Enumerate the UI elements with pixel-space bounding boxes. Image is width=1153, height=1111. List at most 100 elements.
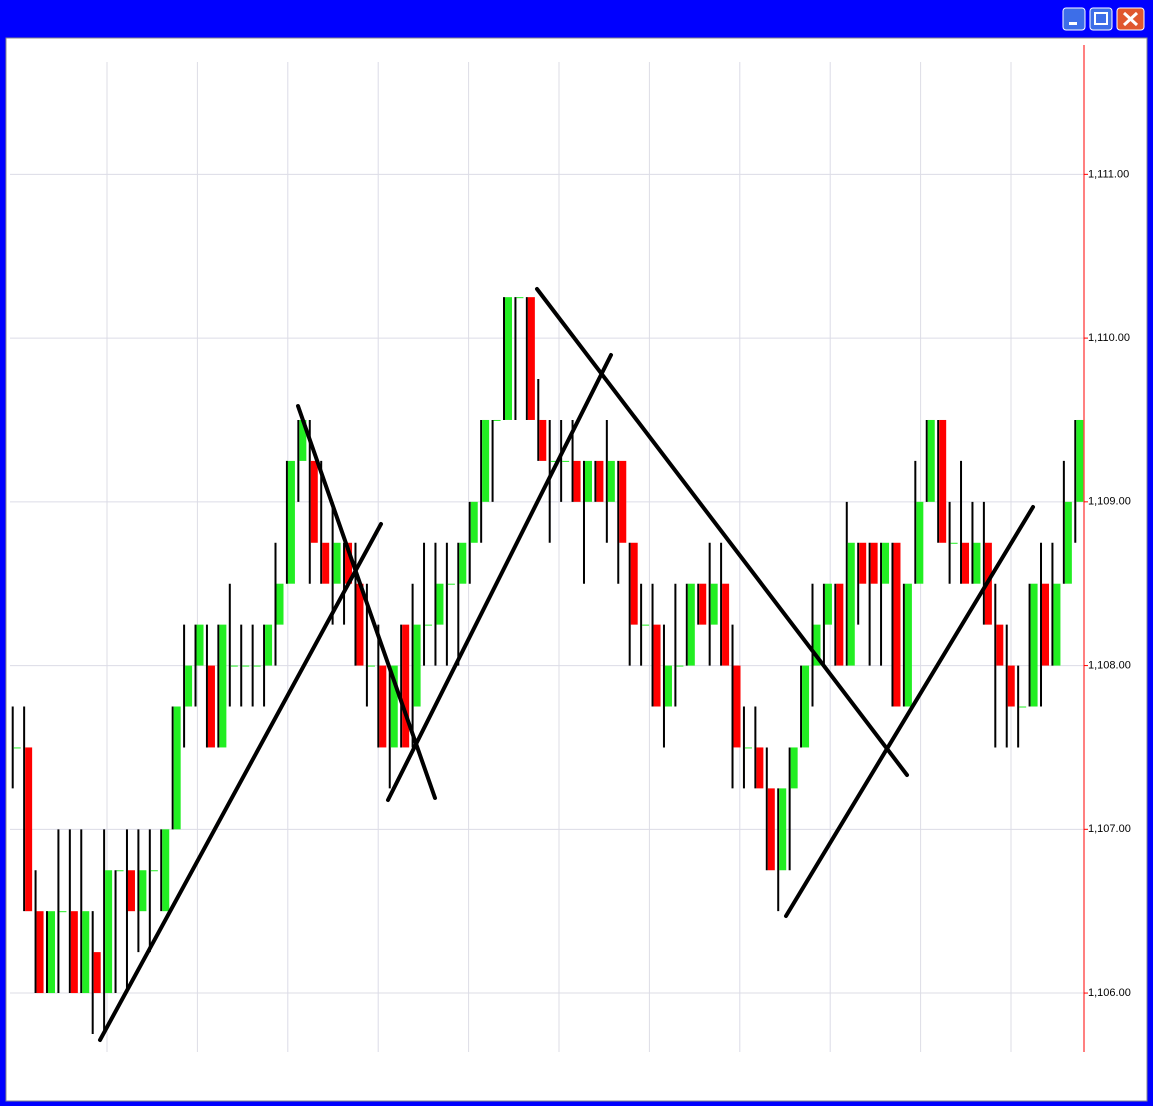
candles xyxy=(11,297,1084,1034)
candle-body xyxy=(527,297,535,420)
candle-body xyxy=(207,665,215,748)
candle-body xyxy=(847,542,855,666)
candle-body xyxy=(596,460,604,502)
candle-body xyxy=(699,583,707,625)
candle-body xyxy=(322,542,330,584)
candle-body xyxy=(413,624,421,707)
candle-body xyxy=(744,747,752,749)
trend-lines xyxy=(98,287,1035,1042)
candle-body xyxy=(733,665,741,748)
y-tick-label: 1,110.00 xyxy=(1088,332,1130,344)
candle-body xyxy=(630,542,638,625)
trend-line xyxy=(296,404,437,800)
maximize-button[interactable] xyxy=(1089,7,1113,31)
candle-body xyxy=(664,665,672,707)
candle-body xyxy=(196,624,204,666)
candle-body xyxy=(767,788,775,871)
candle-body xyxy=(367,665,375,667)
candle-body xyxy=(973,542,981,584)
candle-body xyxy=(1064,501,1072,584)
candle-body xyxy=(813,624,821,666)
candle-body xyxy=(836,583,844,666)
candle-body xyxy=(333,542,341,584)
candle-body xyxy=(59,911,67,913)
candle-body xyxy=(345,542,353,584)
candle-body xyxy=(185,665,193,707)
chart-panel xyxy=(5,37,1148,1102)
candle-body xyxy=(824,583,832,625)
candle-body xyxy=(425,624,433,626)
maximize-icon xyxy=(1094,12,1108,25)
candle-body xyxy=(859,542,867,584)
candle-body xyxy=(562,460,570,462)
candle-body xyxy=(1019,706,1027,708)
candle-body xyxy=(676,665,684,667)
candle-body xyxy=(276,583,284,625)
candle-body xyxy=(436,583,444,625)
y-tick-label: 1,107.00 xyxy=(1088,823,1131,835)
candle-body xyxy=(356,583,364,666)
candle-body xyxy=(390,665,398,748)
y-tick-label: 1,109.00 xyxy=(1088,496,1131,508)
candle-body xyxy=(230,665,238,667)
candle-body xyxy=(916,501,924,584)
candle-body xyxy=(756,747,764,789)
candle-body xyxy=(950,542,958,544)
candle-body xyxy=(1042,583,1050,666)
candle-body xyxy=(962,542,970,584)
candle-body xyxy=(253,665,261,667)
candle-body xyxy=(539,419,547,461)
candle-body xyxy=(299,419,307,461)
candle-body xyxy=(116,870,124,872)
candle-body xyxy=(70,911,78,994)
candle-body xyxy=(150,870,158,872)
candle-body xyxy=(173,706,181,830)
candle-body xyxy=(82,911,90,994)
candle-body xyxy=(402,624,410,748)
candle-body xyxy=(242,665,250,667)
candle-body xyxy=(93,952,101,994)
candle-body xyxy=(687,583,695,666)
candle-body xyxy=(25,747,33,912)
candle-body xyxy=(265,624,273,666)
candle-body xyxy=(1030,583,1038,707)
candle-body xyxy=(47,911,55,994)
candle-body xyxy=(939,419,947,543)
trend-line xyxy=(535,287,909,777)
candle-body xyxy=(722,583,730,666)
candle-body xyxy=(1076,419,1084,502)
candle-body xyxy=(482,419,490,502)
y-tick-label: 1,106.00 xyxy=(1088,987,1131,999)
candle-body xyxy=(779,788,787,871)
candle-body xyxy=(870,542,878,584)
grid xyxy=(10,62,1084,1052)
trend-line xyxy=(386,353,613,802)
candle-body xyxy=(893,542,901,707)
trend-line xyxy=(98,522,383,1042)
candle-body xyxy=(287,460,295,584)
candle-body xyxy=(219,624,227,748)
candle-body xyxy=(996,624,1004,666)
price-axis: 1,106.00 1,107.00 1,108.00 1,109.00 1,110.00… xyxy=(1083,45,1131,1052)
candle-body xyxy=(310,460,318,543)
candle-body xyxy=(904,583,912,707)
y-tick-label: 1,111.00 xyxy=(1088,168,1129,180)
candle-body xyxy=(927,419,935,502)
candle-body xyxy=(584,460,592,502)
candle-body xyxy=(1007,665,1015,707)
candle-body xyxy=(619,460,627,543)
y-tick-label: 1,108.00 xyxy=(1088,659,1131,671)
trend-line xyxy=(784,505,1035,918)
candle-body xyxy=(653,624,661,707)
candle-body xyxy=(642,624,650,626)
candle-body xyxy=(447,583,455,585)
candle-body xyxy=(882,542,890,584)
candle-body xyxy=(470,501,478,543)
candle-body xyxy=(36,911,44,994)
candle-body xyxy=(127,870,135,912)
minimize-button[interactable] xyxy=(1062,7,1086,31)
candle-body xyxy=(802,665,810,748)
candle-body xyxy=(162,829,170,912)
candle-body xyxy=(505,297,513,420)
